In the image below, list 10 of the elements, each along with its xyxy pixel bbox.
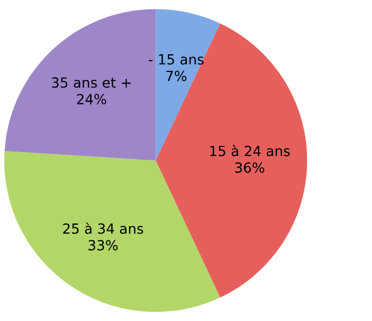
data-label: 33%	[88, 240, 118, 250]
data-label: 24%	[77, 94, 106, 104]
pie-slice	[4, 9, 156, 160]
slice-label: 25 à 34 ans	[63, 222, 144, 234]
data-label: 36%	[235, 162, 264, 173]
slice-label: 35 ans et +	[52, 77, 131, 88]
data-label: 7%	[166, 70, 186, 82]
pie-slice	[156, 23, 308, 298]
slice-label: - 15 ans	[148, 54, 204, 65]
slice-label: 15 à 24 ans	[210, 144, 290, 156]
